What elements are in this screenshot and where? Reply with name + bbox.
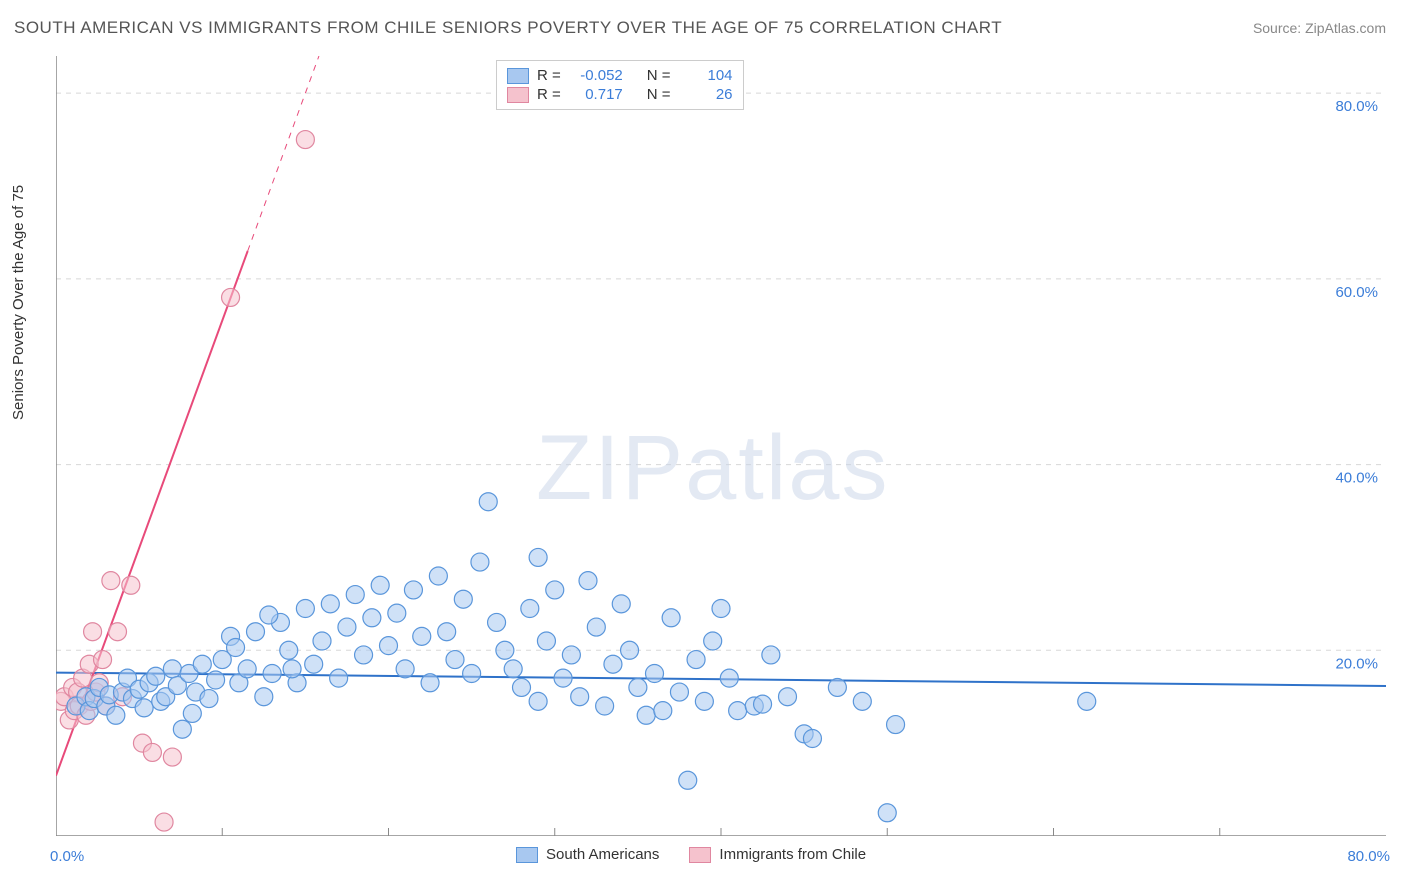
legend-item-2: Immigrants from Chile xyxy=(689,846,866,863)
n-value-1: 104 xyxy=(679,67,733,84)
swatch-series-1 xyxy=(507,68,529,84)
stats-row-2: R = 0.717 N = 26 xyxy=(507,86,733,103)
swatch-bottom-2 xyxy=(689,847,711,863)
r-label: R = xyxy=(537,67,561,84)
y-axis-label: Seniors Poverty Over the Age of 75 xyxy=(10,185,27,420)
n-label-2: N = xyxy=(647,86,671,103)
svg-text:80.0%: 80.0% xyxy=(1335,98,1378,115)
svg-text:60.0%: 60.0% xyxy=(1335,284,1378,301)
svg-text:20.0%: 20.0% xyxy=(1335,655,1378,672)
plot-area: 20.0%40.0%60.0%80.0% ZIPatlas R = -0.052… xyxy=(56,56,1386,836)
r-label-2: R = xyxy=(537,86,561,103)
legend-item-1: South Americans xyxy=(516,846,659,863)
r-value-1: -0.052 xyxy=(569,67,623,84)
stats-row-1: R = -0.052 N = 104 xyxy=(507,67,733,84)
chart-title: SOUTH AMERICAN VS IMMIGRANTS FROM CHILE … xyxy=(14,18,1002,38)
n-label: N = xyxy=(647,67,671,84)
n-value-2: 26 xyxy=(679,86,733,103)
legend-label-1: South Americans xyxy=(546,846,659,863)
x-tick-origin: 0.0% xyxy=(50,848,84,865)
legend-label-2: Immigrants from Chile xyxy=(719,846,866,863)
svg-text:40.0%: 40.0% xyxy=(1335,470,1378,487)
source-label: Source: ZipAtlas.com xyxy=(1253,20,1386,36)
r-value-2: 0.717 xyxy=(569,86,623,103)
chart-svg: 20.0% 40.0% 60.0% 80.0% xyxy=(56,56,1386,836)
stats-legend: R = -0.052 N = 104 R = 0.717 N = 26 xyxy=(496,60,744,110)
swatch-series-2 xyxy=(507,87,529,103)
x-tick-end: 80.0% xyxy=(1347,848,1390,865)
swatch-bottom-1 xyxy=(516,847,538,863)
bottom-legend: South Americans Immigrants from Chile xyxy=(516,846,866,863)
